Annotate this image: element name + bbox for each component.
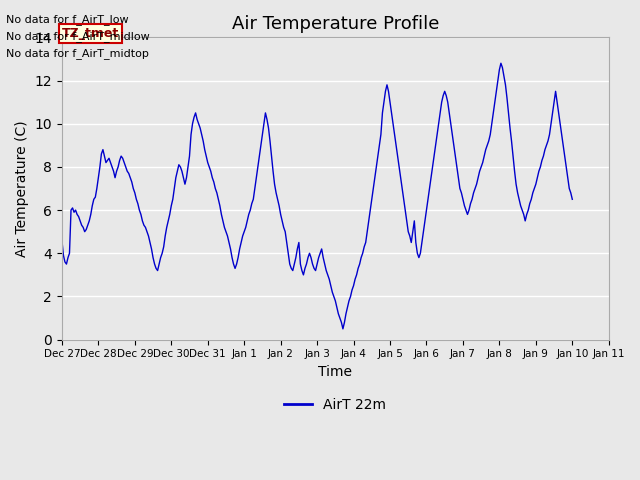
Y-axis label: Air Temperature (C): Air Temperature (C) xyxy=(15,120,29,257)
Text: No data for f_AirT_midtop: No data for f_AirT_midtop xyxy=(6,48,149,59)
Legend: AirT 22m: AirT 22m xyxy=(279,392,392,418)
Text: No data for f_AirT_low: No data for f_AirT_low xyxy=(6,14,129,25)
X-axis label: Time: Time xyxy=(318,365,353,379)
Title: Air Temperature Profile: Air Temperature Profile xyxy=(232,15,439,33)
Text: TZ_tmet: TZ_tmet xyxy=(62,27,119,40)
Text: No data for f_AirT_midlow: No data for f_AirT_midlow xyxy=(6,31,150,42)
